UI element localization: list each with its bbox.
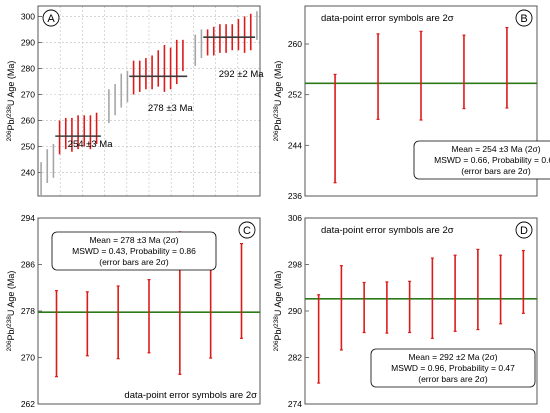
panel-d: 274 282 290 298 306 206Pb/238U Age (Ma) Ddata-… xyxy=(273,213,538,409)
y-tick-label: 290 xyxy=(21,37,35,47)
y-axis-label-part: 238 xyxy=(273,106,280,117)
y-axis-label-part: 238 xyxy=(6,106,13,117)
y-tick-label: 270 xyxy=(21,89,35,99)
y-axis-label-d: 206Pb/238U Age (Ma) xyxy=(273,271,283,352)
y-tick-label: 306 xyxy=(288,213,302,223)
panel-letter: A xyxy=(47,13,55,25)
stats-box xyxy=(51,231,217,271)
y-tick-label: 270 xyxy=(21,353,35,363)
error-symbol-note: data-point error symbols are 2σ xyxy=(321,13,454,24)
stats-line: (error bars are 2σ) xyxy=(99,257,169,267)
error-symbol-note: data-point error symbols are 2σ xyxy=(124,390,257,401)
stats-line: Mean = 278 ±3 Ma (2σ) xyxy=(89,235,178,245)
panel-letter-circle xyxy=(42,9,60,27)
stats-line: (error bars are 2σ) xyxy=(461,166,531,176)
stats-line: Mean = 254 ±3 Ma (2σ) xyxy=(451,144,540,154)
y-tick-label: 262 xyxy=(21,399,35,409)
y-axis-label-part: 206 xyxy=(273,130,280,141)
y-axis-label-part: U Age (Ma) xyxy=(273,271,283,317)
y-tick-label: 250 xyxy=(21,142,35,152)
y-axis-label-a: 206Pb/238U Age (Ma) xyxy=(6,61,16,142)
y-axis-label-part: 206 xyxy=(273,340,280,351)
panel-letter-circle xyxy=(515,9,533,27)
panel-letter: D xyxy=(520,225,528,237)
stats-line: MSWD = 0.66, Probability = 0.62 xyxy=(434,155,550,165)
y-tick-label: 260 xyxy=(288,39,302,49)
y-tick-label: 298 xyxy=(288,260,302,270)
y-tick-label: 244 xyxy=(288,140,302,150)
y-tick-label: 236 xyxy=(288,191,302,201)
stats-box xyxy=(370,348,536,388)
y-axis-label-part: U Age (Ma) xyxy=(273,61,283,107)
y-tick-label: 282 xyxy=(288,353,302,363)
y-axis-label-part: U Age (Ma) xyxy=(6,271,16,317)
plot-frame xyxy=(304,5,538,197)
y-tick-label: 300 xyxy=(21,11,35,21)
group-age-label: 278 ±3 Ma xyxy=(148,103,194,114)
panel-b: 236 244 252 260 206Pb/238U Age (Ma) Bdata-poi… xyxy=(273,5,550,201)
y-axis-label-part: U Age (Ma) xyxy=(6,61,16,107)
y-tick-label: 260 xyxy=(21,116,35,126)
y-axis-label-part: 206 xyxy=(6,130,13,141)
y-tick-label: 286 xyxy=(21,260,35,270)
plot-frame xyxy=(37,5,261,197)
y-tick-label: 252 xyxy=(288,90,302,100)
y-axis-label-part: 206 xyxy=(6,340,13,351)
group-age-label: 292 ±2 Ma xyxy=(219,69,265,80)
panel-letter: C xyxy=(243,225,251,237)
error-symbol-note: data-point error symbols are 2σ xyxy=(321,225,454,236)
stats-line: (error bars are 2σ) xyxy=(418,374,488,384)
stats-line: Mean = 292 ±2 Ma (2σ) xyxy=(408,352,497,362)
y-tick-label: 290 xyxy=(288,306,302,316)
panel-c: 262 270 278 286 294 206Pb/238U Age (Ma) Cdata-… xyxy=(6,213,261,409)
y-tick-label: 280 xyxy=(21,63,35,73)
y-axis-label-part: Pb/ xyxy=(6,117,16,131)
y-axis-label-b: 206Pb/238U Age (Ma) xyxy=(273,61,283,142)
panel-letter-circle xyxy=(515,221,533,239)
panel-letter-circle xyxy=(238,221,256,239)
y-axis-label-part: Pb/ xyxy=(6,327,16,341)
y-axis-label-part: Pb/ xyxy=(273,117,283,131)
panel-letter: B xyxy=(520,13,527,25)
y-tick-label: 274 xyxy=(288,399,302,409)
y-axis-label-part: Pb/ xyxy=(273,327,283,341)
y-axis-label-part: 238 xyxy=(273,316,280,327)
panel-a: 240 250 260 270 280 290 300 206Pb/238U Age (Ma)… xyxy=(6,5,265,197)
y-tick-label: 278 xyxy=(21,306,35,316)
y-tick-label: 240 xyxy=(21,168,35,178)
y-tick-label: 294 xyxy=(21,213,35,223)
y-axis-label-c: 206Pb/238U Age (Ma) xyxy=(6,271,16,352)
stats-line: MSWD = 0.96, Probability = 0.47 xyxy=(391,363,515,373)
stats-line: MSWD = 0.43, Probability = 0.86 xyxy=(72,246,196,256)
group-age-label: 254 ±3 Ma xyxy=(68,139,114,150)
stats-box xyxy=(413,140,550,180)
y-axis-label-part: 238 xyxy=(6,316,13,327)
